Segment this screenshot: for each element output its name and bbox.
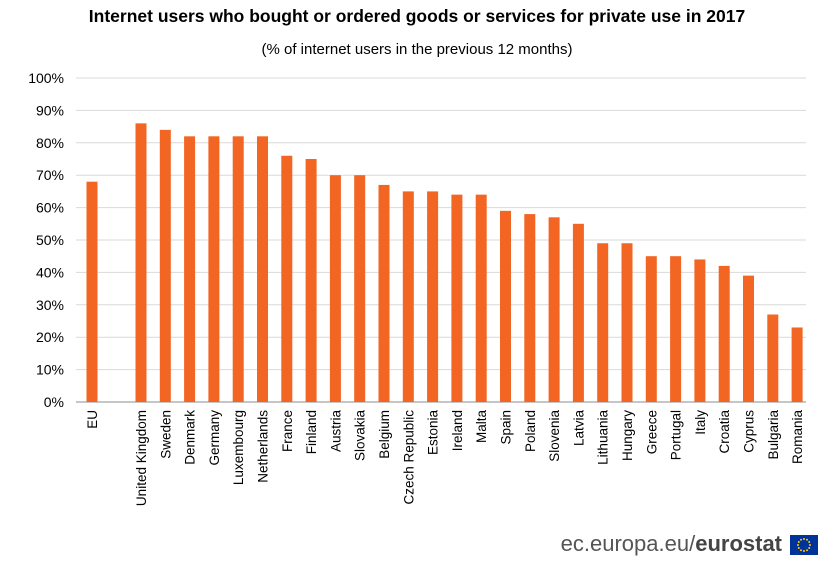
x-tick-label: United Kingdom [134, 410, 149, 506]
bar [475, 194, 487, 402]
y-tick-label: 60% [36, 200, 64, 216]
x-tick-label: Finland [304, 410, 319, 454]
x-tick-label: Belgium [377, 410, 392, 459]
x-tick-label: Luxembourg [231, 410, 246, 485]
bar [694, 259, 706, 402]
bar [305, 159, 317, 402]
bar [548, 217, 560, 402]
eurostat-footer[interactable]: ec.europa.eu/eurostat [561, 531, 782, 557]
x-tick-label: Lithuania [596, 410, 611, 465]
chart-title: Internet users who bought or ordered goo… [88, 6, 746, 26]
bar [670, 256, 682, 402]
x-tick-label: Slovenia [547, 410, 562, 462]
bar [184, 136, 196, 402]
bar [232, 136, 244, 402]
bar [135, 123, 147, 403]
x-tick-label: Greece [644, 410, 659, 454]
bar [86, 181, 98, 402]
bar [354, 175, 366, 402]
x-tick-label: Italy [693, 410, 708, 435]
bar [500, 210, 511, 402]
bar [767, 314, 779, 402]
x-tick-label: Portugal [669, 410, 684, 460]
x-tick-label: Cyprus [742, 410, 757, 453]
x-tick-label: Romania [790, 410, 805, 465]
y-tick-label: 50% [36, 232, 64, 248]
x-tick-label: Denmark [183, 410, 198, 465]
x-tick-label: France [280, 410, 295, 452]
x-tick-label: Bulgaria [766, 410, 781, 460]
x-tick-label: Poland [523, 410, 538, 452]
bar [402, 191, 414, 402]
bar [791, 327, 803, 402]
x-tick-label: Sweden [158, 410, 173, 459]
bar [645, 256, 657, 402]
bar [621, 243, 633, 402]
x-tick-label: Hungary [620, 410, 635, 461]
y-tick-label: 100% [28, 70, 64, 86]
y-tick-label: 90% [36, 102, 64, 118]
x-tick-label: Malta [474, 410, 489, 444]
x-tick-label: Germany [207, 410, 222, 466]
bar [427, 191, 439, 402]
chart-subtitle: (% of internet users in the previous 12 … [261, 41, 573, 58]
x-tick-label: Slovakia [353, 410, 368, 462]
y-tick-label: 70% [36, 167, 64, 183]
bar [572, 223, 584, 402]
bar [159, 129, 171, 402]
y-tick-label: 40% [36, 264, 64, 280]
bar [257, 136, 268, 402]
bar [208, 136, 220, 402]
footer-brand: eurostat [695, 531, 782, 556]
bar [524, 214, 536, 402]
bar [597, 243, 609, 402]
bar [378, 184, 390, 402]
y-tick-label: 10% [36, 362, 64, 378]
y-tick-label: 80% [36, 135, 64, 151]
x-tick-label: Latvia [571, 410, 586, 447]
x-tick-label: Czech Republic [401, 410, 416, 505]
x-tick-label: Ireland [450, 410, 465, 451]
x-tick-label: Spain [499, 410, 514, 445]
x-tick-label: Netherlands [256, 410, 271, 483]
footer-site: ec.europa.eu/ [560, 531, 696, 556]
x-tick-label: Austria [328, 410, 343, 453]
y-tick-label: 30% [36, 297, 64, 313]
y-tick-label: 20% [36, 329, 64, 345]
bar [718, 265, 730, 402]
bar [281, 155, 293, 402]
bar [451, 194, 463, 402]
bar [743, 275, 754, 402]
bar [329, 175, 341, 402]
y-tick-label: 0% [44, 394, 64, 410]
x-tick-label: Estonia [426, 410, 441, 456]
eu-flag-icon [790, 535, 818, 555]
x-tick-label: EU [85, 410, 100, 429]
x-tick-label: Croatia [717, 410, 732, 454]
